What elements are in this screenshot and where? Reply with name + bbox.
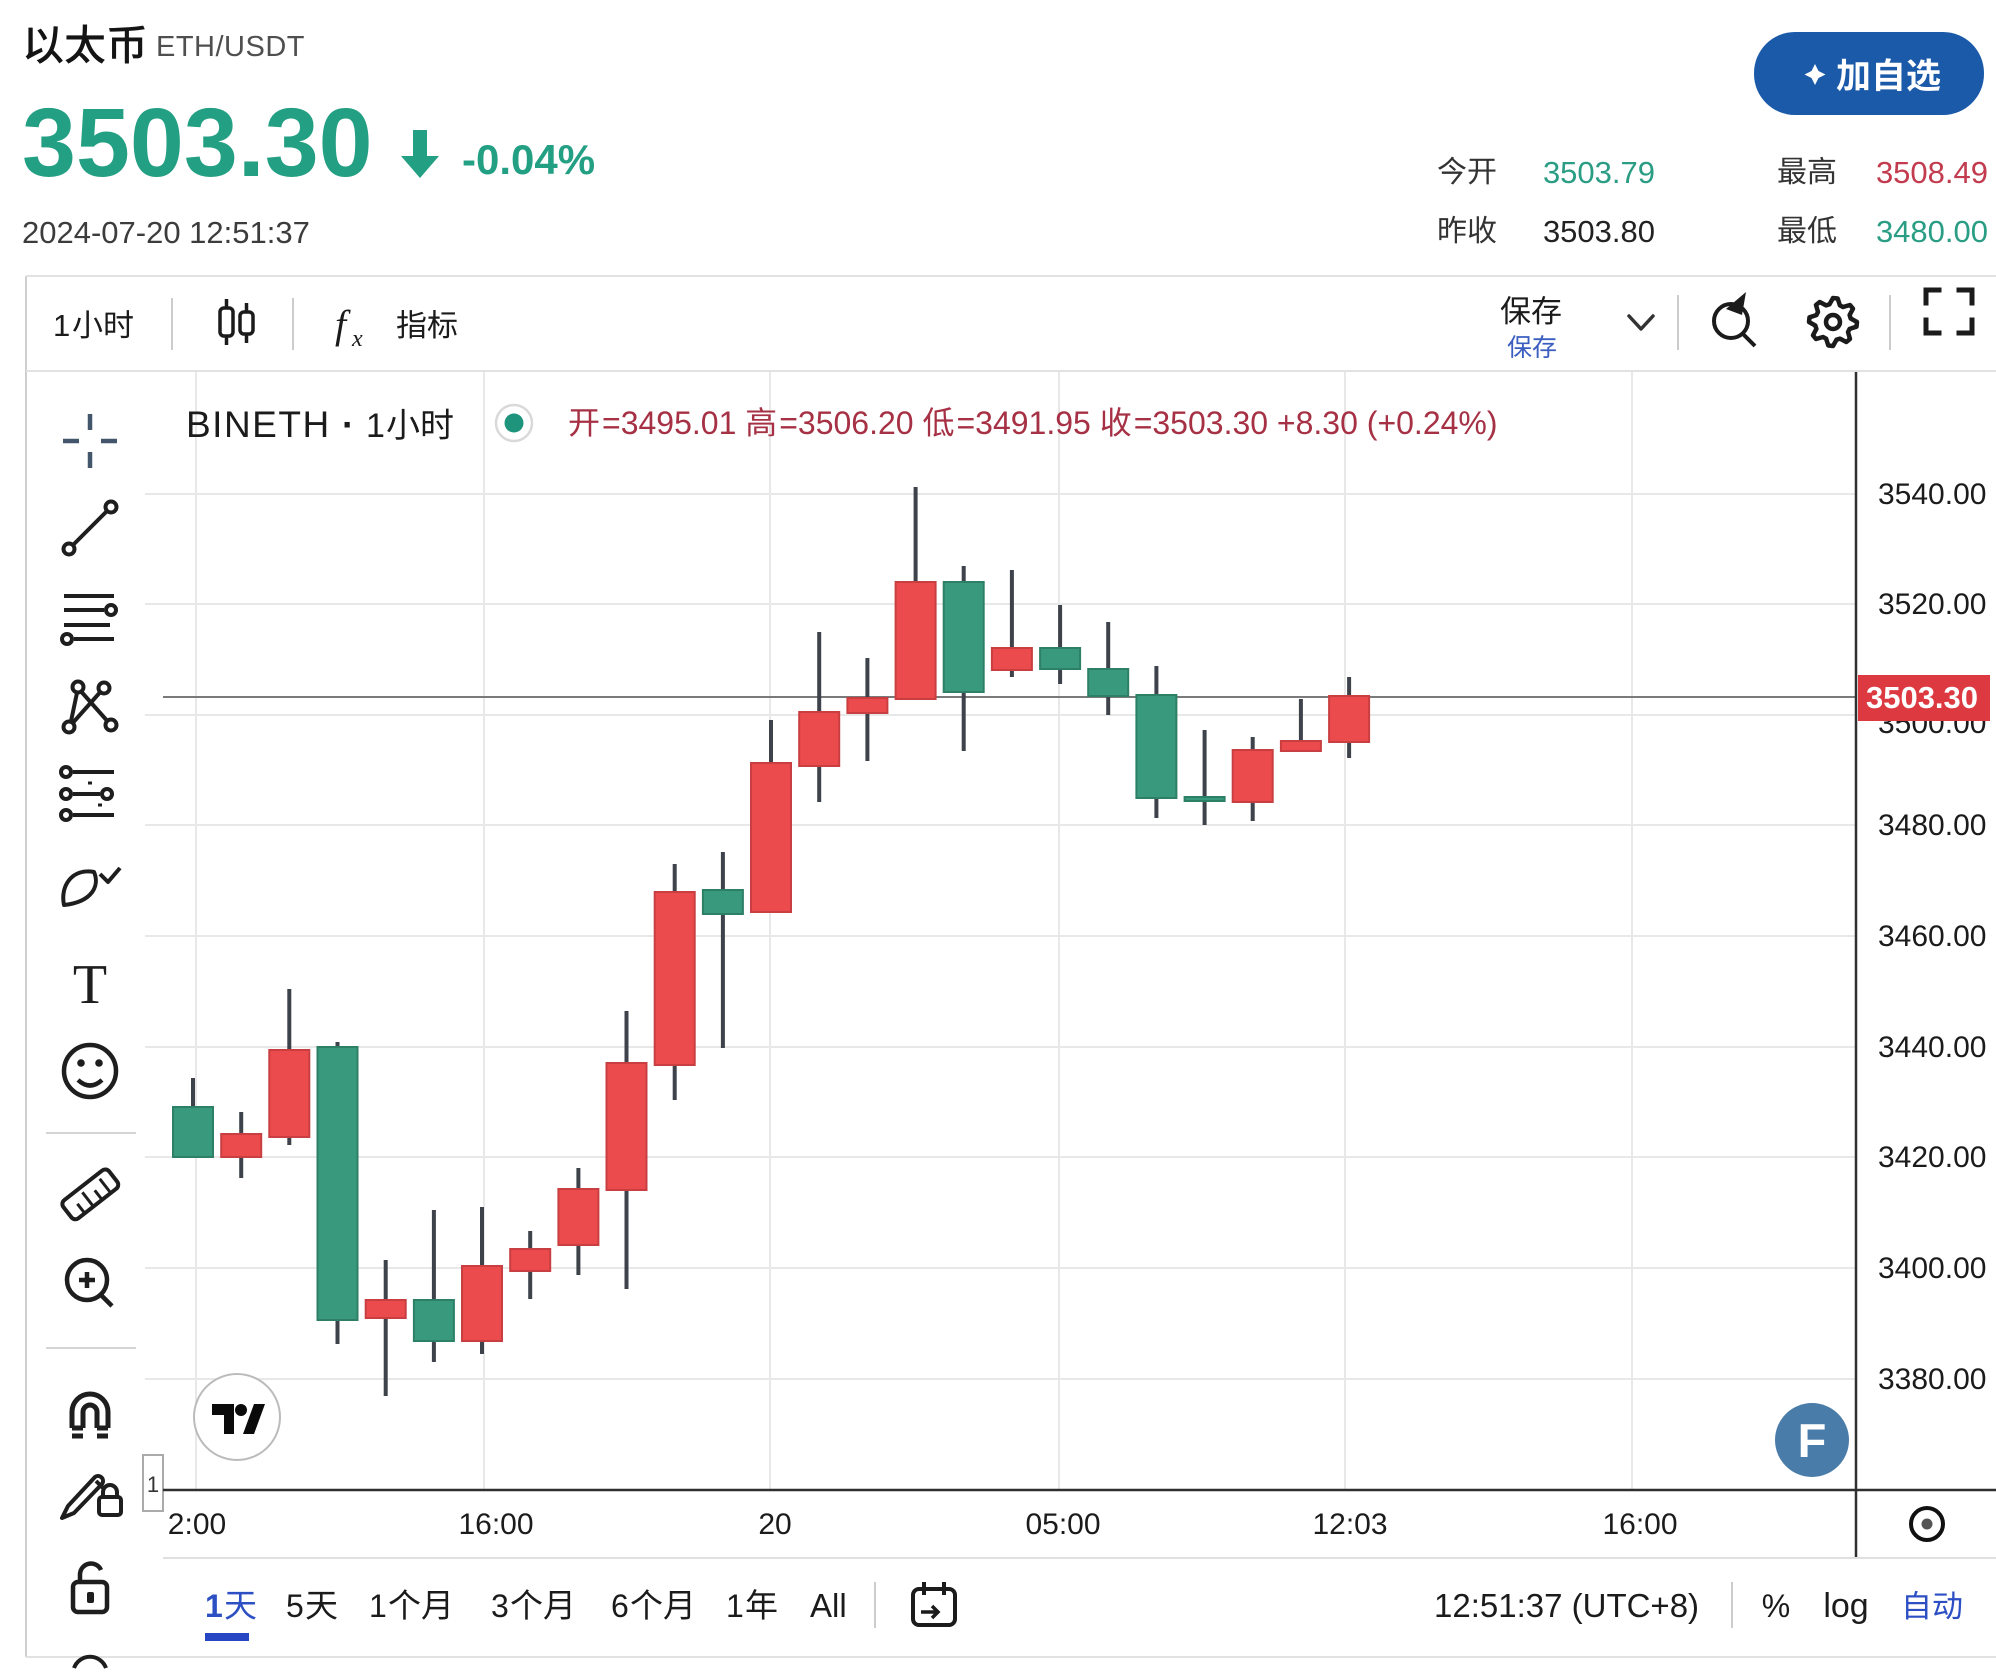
svg-text:All: All xyxy=(810,1587,847,1624)
svg-text:3480.00: 3480.00 xyxy=(1876,214,1988,249)
svg-text:F: F xyxy=(1798,1414,1827,1467)
svg-text:12:51:37 (UTC+8): 12:51:37 (UTC+8) xyxy=(1434,1587,1699,1624)
svg-text:-0.04%: -0.04% xyxy=(462,136,595,183)
svg-text:3503.80: 3503.80 xyxy=(1543,214,1655,249)
svg-text:+8.30 (+0.24%): +8.30 (+0.24%) xyxy=(1277,405,1498,441)
svg-text:16:00: 16:00 xyxy=(1602,1508,1677,1541)
svg-text:3503.30: 3503.30 xyxy=(1866,680,1978,715)
svg-text:16:00: 16:00 xyxy=(458,1508,533,1541)
svg-text:=3506.20: =3506.20 xyxy=(779,405,922,441)
svg-text:x: x xyxy=(351,326,363,352)
svg-text:1: 1 xyxy=(53,308,70,343)
svg-text:=3495.01: =3495.01 xyxy=(602,405,745,441)
svg-text:3440.00: 3440.00 xyxy=(1878,1031,1986,1064)
svg-text:3503.79: 3503.79 xyxy=(1543,155,1655,190)
svg-text:3380.00: 3380.00 xyxy=(1878,1363,1986,1396)
svg-text:1: 1 xyxy=(726,1588,744,1624)
svg-text:log: log xyxy=(1823,1587,1868,1625)
svg-text:ETH/USDT: ETH/USDT xyxy=(156,31,305,63)
svg-text:05:00: 05:00 xyxy=(1025,1508,1100,1541)
svg-text:=3503.30: =3503.30 xyxy=(1134,405,1277,441)
svg-text:T: T xyxy=(73,954,107,1016)
svg-text:3420.00: 3420.00 xyxy=(1878,1141,1986,1174)
svg-text:=3491.95: =3491.95 xyxy=(956,405,1099,441)
svg-text:1: 1 xyxy=(147,1472,159,1497)
svg-text:1: 1 xyxy=(366,407,385,445)
svg-text:·: · xyxy=(342,404,354,445)
svg-text:20: 20 xyxy=(758,1508,791,1541)
svg-text:3503.30: 3503.30 xyxy=(22,88,373,197)
svg-text:3508.49: 3508.49 xyxy=(1876,155,1988,190)
svg-text:3520.00: 3520.00 xyxy=(1878,588,1986,621)
svg-text:6: 6 xyxy=(611,1588,629,1624)
svg-text:5: 5 xyxy=(286,1588,304,1624)
svg-text:3540.00: 3540.00 xyxy=(1878,478,1986,511)
svg-text:3480.00: 3480.00 xyxy=(1878,809,1986,842)
svg-text:2:00: 2:00 xyxy=(168,1508,226,1541)
svg-text:1: 1 xyxy=(205,1588,223,1624)
svg-text:1: 1 xyxy=(369,1588,387,1624)
svg-text:2024-07-20 12:51:37: 2024-07-20 12:51:37 xyxy=(22,215,310,250)
svg-text:%: % xyxy=(1762,1588,1790,1624)
svg-text:3400.00: 3400.00 xyxy=(1878,1252,1986,1285)
svg-text:12:03: 12:03 xyxy=(1312,1508,1387,1541)
svg-text:3460.00: 3460.00 xyxy=(1878,920,1986,953)
svg-text:BINETH: BINETH xyxy=(186,404,331,445)
svg-text:3: 3 xyxy=(491,1588,509,1624)
